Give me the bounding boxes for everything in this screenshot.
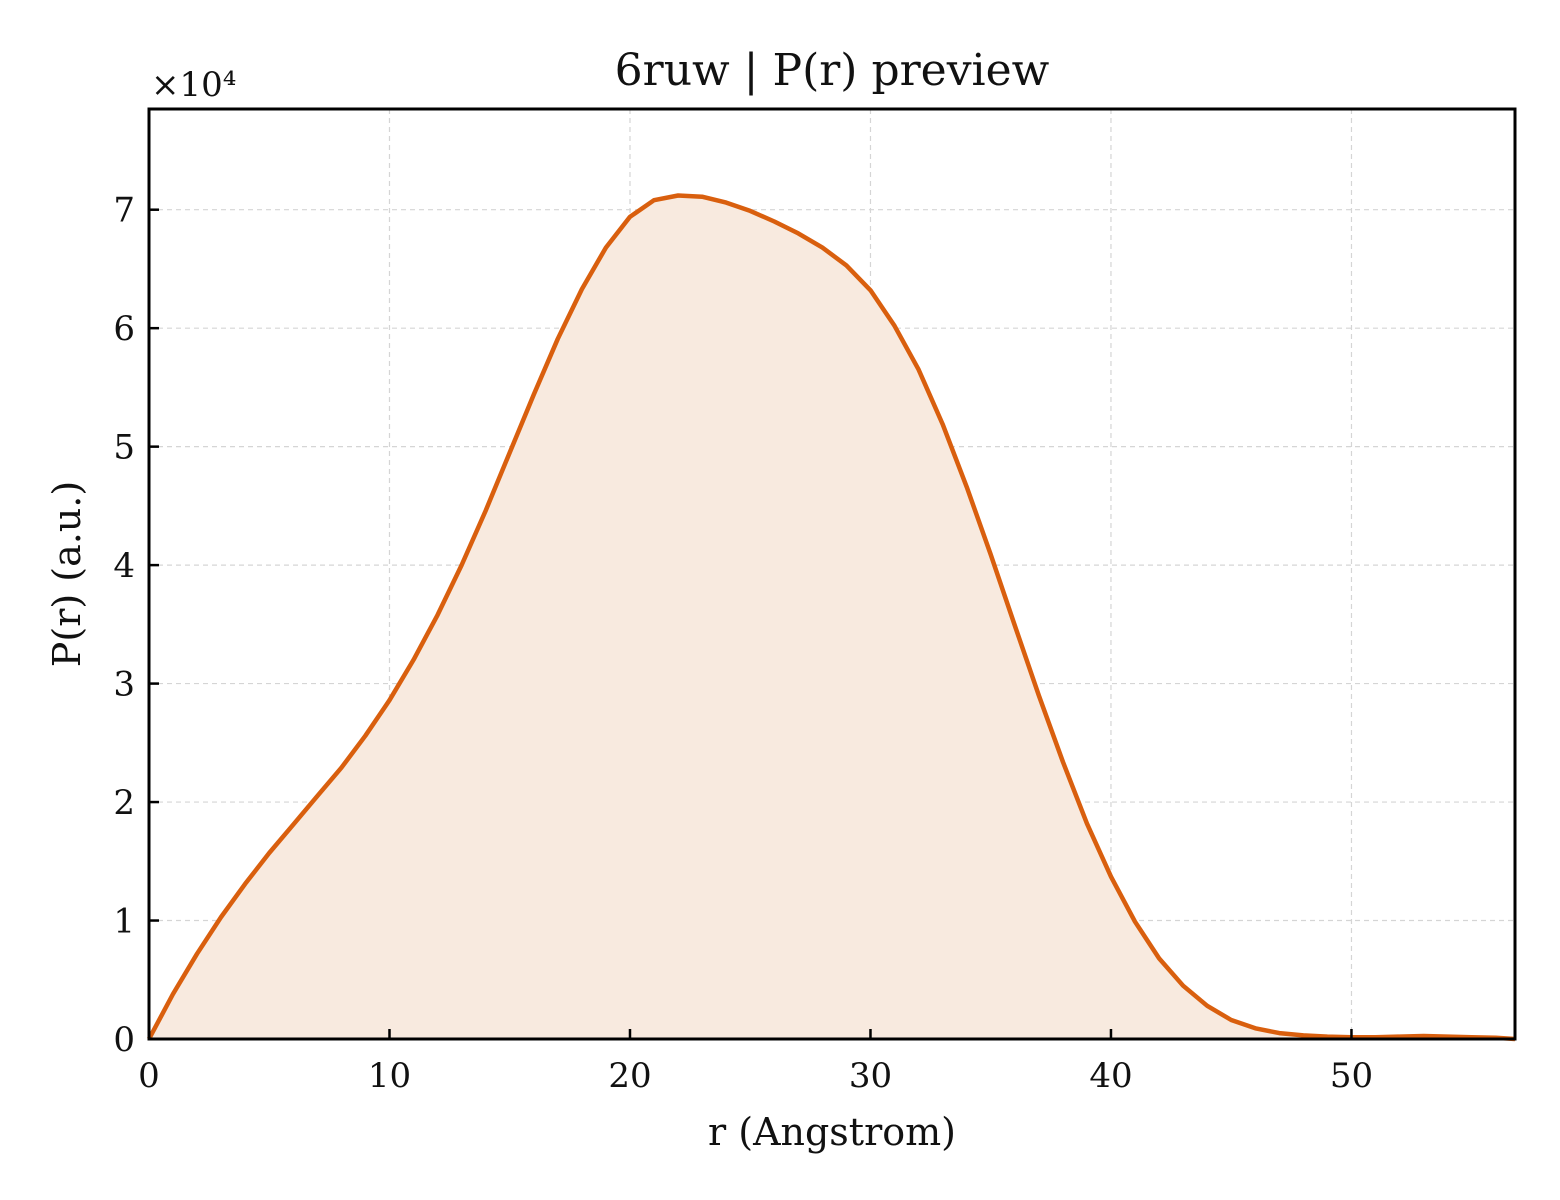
pr-curve-line — [147, 193, 1516, 1042]
y-tick-label: 5 — [113, 428, 135, 468]
y-tick-label: 7 — [113, 191, 135, 231]
axis-ticks: 0 10 20 30 40 50 0 1 2 3 4 5 6 7 — [113, 191, 1373, 1096]
chart-title: 6ruw | P(r) preview — [615, 45, 1050, 96]
x-tick-label: 0 — [138, 1056, 160, 1096]
plot-frame — [147, 107, 1517, 1041]
x-tick-label: 10 — [368, 1056, 411, 1096]
x-tick-label: 30 — [849, 1056, 892, 1096]
x-tick-label: 50 — [1330, 1056, 1373, 1096]
x-axis-label: r (Angstrom) — [708, 1110, 956, 1154]
y-tick-label: 2 — [113, 783, 135, 823]
x-tick-label: 40 — [1089, 1056, 1132, 1096]
pr-area-fill — [149, 195, 1515, 1039]
y-tick-label: 0 — [113, 1020, 135, 1060]
x-tick-label: 20 — [608, 1056, 651, 1096]
y-tick-label: 4 — [113, 546, 135, 586]
y-multiplier-label: ×10⁴ — [151, 65, 236, 105]
y-tick-label: 6 — [113, 309, 135, 349]
y-tick-label: 1 — [113, 902, 135, 942]
y-axis-label: P(r) (a.u.) — [45, 481, 89, 667]
y-tick-label: 3 — [113, 665, 135, 705]
